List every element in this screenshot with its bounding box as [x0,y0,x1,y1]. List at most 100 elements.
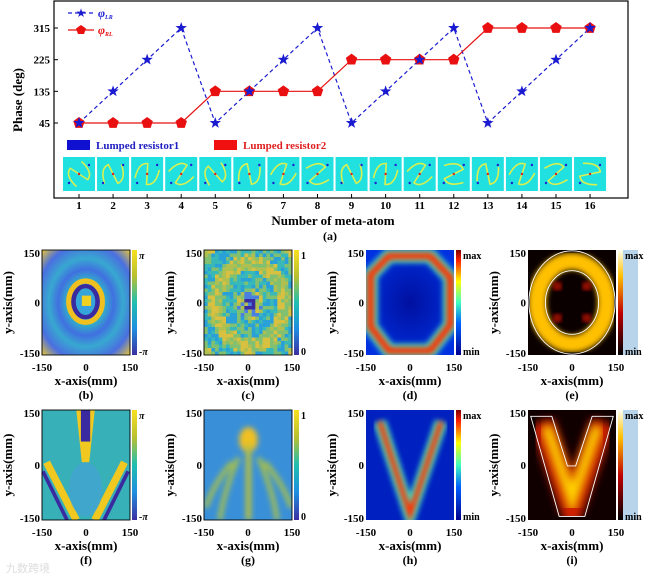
amplitude-pixel [259,274,263,279]
amplitude-pixel [259,351,263,356]
amplitude-pixel [240,278,245,282]
amplitude-pixel [237,250,241,254]
x-tick-label: 0 [83,527,89,539]
amplitude-pixel [244,292,249,296]
amplitude-pixel [237,260,241,265]
amplitude-pixel [288,348,293,352]
amplitude-pixel [270,264,274,268]
x-axis-label: Number of meta-atom [271,213,394,228]
amplitude-pixel [204,337,208,342]
y-tick-label: -150 [20,513,41,525]
amplitude-pixel [251,348,256,352]
resistor2-label: Lumped resistor2 [243,140,327,152]
y-axis-label: y-axis(mm) [0,434,15,497]
amplitude-pixel [288,253,293,258]
amplitude-pixel [281,337,285,342]
amplitude-pixel [207,306,212,310]
amplitude-pixel [255,341,260,345]
amplitude-pixel [266,320,271,324]
amplitude-pixel [207,295,212,300]
amplitude-pixel [244,253,249,258]
amplitude-pixel [244,306,249,310]
amplitude-pixel [255,348,260,352]
amplitude-pixel [215,257,219,261]
amplitude-pixel [277,271,282,275]
amplitude-pixel [288,309,293,314]
amplitude-pixel [255,320,260,324]
colorbar-min-label: -π [139,512,148,523]
amplitude-pixel [207,267,212,272]
amplitude-pixel [222,323,227,328]
amplitude-pixel [255,288,260,293]
amplitude-pixel [211,285,216,289]
amplitude-pixel [207,264,212,268]
amplitude-pixel [277,348,282,352]
amplitude-pixel [226,309,230,314]
resistor-dot [394,163,397,167]
amplitude-pixel [218,344,223,349]
amplitude-pixel [215,337,219,342]
x-tick-label: 8 [315,200,321,212]
amplitude-pixel [277,351,282,356]
amplitude-pixel [207,316,212,321]
data-point-lr [175,22,187,33]
amplitude-pixel [277,281,282,286]
amplitude-pixel [218,271,223,275]
amplitude-pixel [226,334,230,338]
amplitude-pixel [251,271,256,275]
amplitude-pixel [229,316,234,321]
resistor-legend: Lumped resistor1 Lumped resistor2 [67,140,327,152]
amplitude-pixel [204,292,208,296]
amplitude-pixel [229,334,234,338]
amplitude-pixel [248,316,252,321]
amplitude-pixel [284,344,289,349]
amplitude-pixel [255,344,260,349]
amplitude-pixel [281,299,285,303]
panel-h-simulated-intensity [366,410,454,521]
amplitude-pixel [233,250,238,254]
x-axis-label: x-axis(mm) [217,538,280,553]
amplitude-pixel [284,323,289,328]
amplitude-pixel [255,271,260,275]
amplitude-pixel [229,253,234,258]
amplitude-pixel [255,274,260,279]
panel-label: (c) [241,388,254,402]
amplitude-pixel [207,285,212,289]
amplitude-pixel [273,260,278,265]
amplitude-pixel [204,295,208,300]
y-tick-label: -150 [344,513,365,525]
resistor-dot [374,181,377,185]
amplitude-pixel [229,281,234,286]
amplitude-pixel [211,316,216,321]
x-tick-label: 4 [178,200,184,212]
amplitude-pixel [270,292,274,296]
resistor-dot [428,163,431,167]
amplitude-pixel [259,278,263,282]
amplitude-pixel [273,278,278,282]
x-tick-label: 0 [245,362,251,374]
amplitude-pixel [244,281,249,286]
resistor-dot [530,163,534,167]
amplitude-pixel [277,306,282,310]
amplitude-pixel [284,313,289,317]
resistor-dot [350,172,353,176]
amplitude-pixel [237,330,241,335]
y-axis-label: y-axis(mm) [0,271,15,334]
resistor-dot [248,172,251,176]
data-point-lr [73,117,85,128]
amplitude-pixel [240,306,245,310]
amplitude-pixel [204,351,208,356]
data-point-lr [482,117,494,128]
amplitude-pixel [259,281,263,286]
amplitude-pixel [229,295,234,300]
amplitude-pixel [270,309,274,314]
amplitude-pixel [262,309,267,314]
amplitude-pixel [244,288,249,293]
amplitude-pixel [248,309,252,314]
amplitude-pixel [215,327,219,331]
amplitude-pixel [226,267,230,272]
amplitude-pixel [281,313,285,317]
amplitude-pixel [211,264,216,268]
meta-atom-tile [199,157,232,191]
